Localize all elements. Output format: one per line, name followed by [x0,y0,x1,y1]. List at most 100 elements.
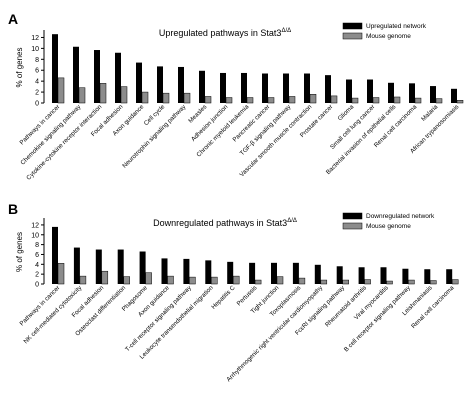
bar-genome [232,275,240,285]
bar-genome [246,97,254,104]
y-axis-label: % of genes [15,47,24,87]
legend-swatch [342,222,363,230]
bar-network [117,249,124,284]
bar-genome [167,275,174,285]
bar-network [94,50,100,103]
bar-network [380,267,387,284]
bar-network [304,73,310,103]
bar-network [183,258,190,284]
bar-network [220,72,226,103]
legend-label: Downregulated network [366,213,435,220]
bar-genome [204,96,212,104]
bar-genome [145,272,152,285]
bar-genome [298,277,306,285]
bar-genome [330,95,338,104]
category-label: Cytokine-cytokine receptor interaction [25,103,104,182]
panel-b: B Downregulated pathways in Stat3Δ/Δ 0 2 4 6 8… [8,201,459,383]
bar-network [424,269,431,284]
y-tick-label: 8 [35,242,39,249]
bar-network [157,66,163,103]
bar-network [136,62,142,103]
bar-genome [123,276,130,285]
bar-network [95,249,102,284]
category-label: Hepatitis C [210,284,237,311]
category-label: Glioma [337,103,356,122]
bar-network [409,83,415,103]
bar-network [73,247,80,284]
bar-genome [254,279,262,285]
bar-network [178,66,184,103]
bar-genome [267,97,275,104]
bar-network [205,260,212,284]
bar-network [292,262,299,284]
chart-title: Downregulated pathways in Stat3Δ/Δ [153,218,297,228]
bar-network [271,262,277,284]
bar-network [388,82,394,103]
bar-network [402,268,409,284]
bar-network [249,262,256,284]
bar-network [325,75,331,103]
y-tick-label: 10 [31,46,39,53]
legend-label: Mouse genome [366,33,411,40]
y-tick-label: 8 [35,57,39,64]
bar-network [115,52,121,103]
bar-genome [309,94,317,104]
bar-genome [183,92,191,104]
bar-genome [99,83,107,104]
bar-genome [456,100,464,104]
bar-network [161,258,168,284]
category-label: Pancreatic cancer [231,103,271,143]
y-tick-label: 2 [35,272,39,279]
y-tick-label: 12 [31,222,39,229]
legend-label: Mouse genome [366,223,411,230]
bar-network [446,269,453,284]
y-tick-label: 0 [35,101,39,108]
panel-a: A Upregulated pathways in Stat3Δ/Δ 0 2 4 6 8 10… [8,11,464,182]
y-tick-label: 10 [31,232,39,239]
bar-network [451,88,457,103]
bar-network [52,226,58,284]
legend-swatch [342,32,363,40]
category-label: Malaria [420,103,440,123]
bar-network [73,46,79,103]
bar-network [199,70,205,103]
panel-letter: A [8,11,18,27]
bar-genome [162,92,170,104]
category-label: Rheumatoid arthritis [324,284,368,328]
bar-genome [386,280,393,285]
legend-label: Upregulated network [366,23,427,30]
bar-network [241,72,247,103]
bar-genome [141,91,149,104]
bar-network [430,86,436,103]
y-tick-label: 2 [35,90,39,97]
bar-genome [276,276,284,285]
bar-genome [408,279,415,285]
legend-swatch [342,212,363,220]
bar-genome [57,77,65,104]
bar-genome [79,275,87,285]
bar-network [346,79,352,103]
bar-network [227,261,234,284]
y-tick-label: 4 [35,79,39,86]
y-tick-label: 12 [31,35,39,42]
bar-genome [189,276,196,285]
bar-network [283,73,289,103]
bar-network [358,267,365,284]
y-tick-label: 0 [35,282,39,289]
bar-genome [372,97,380,104]
bar-genome [211,276,218,285]
bar-network [367,79,373,103]
bar-genome [364,279,371,285]
legend-swatch [342,22,363,30]
bar-genome [414,97,422,104]
bar-genome [320,279,328,285]
panel-letter: B [8,201,18,217]
bar-network [336,266,343,284]
category-label: Pathways in cancer [19,284,62,327]
bar-network [262,73,268,103]
chart-title: Upregulated pathways in Stat3Δ/Δ [159,28,291,38]
bar-network [314,264,321,284]
y-tick-label: 6 [35,68,39,75]
